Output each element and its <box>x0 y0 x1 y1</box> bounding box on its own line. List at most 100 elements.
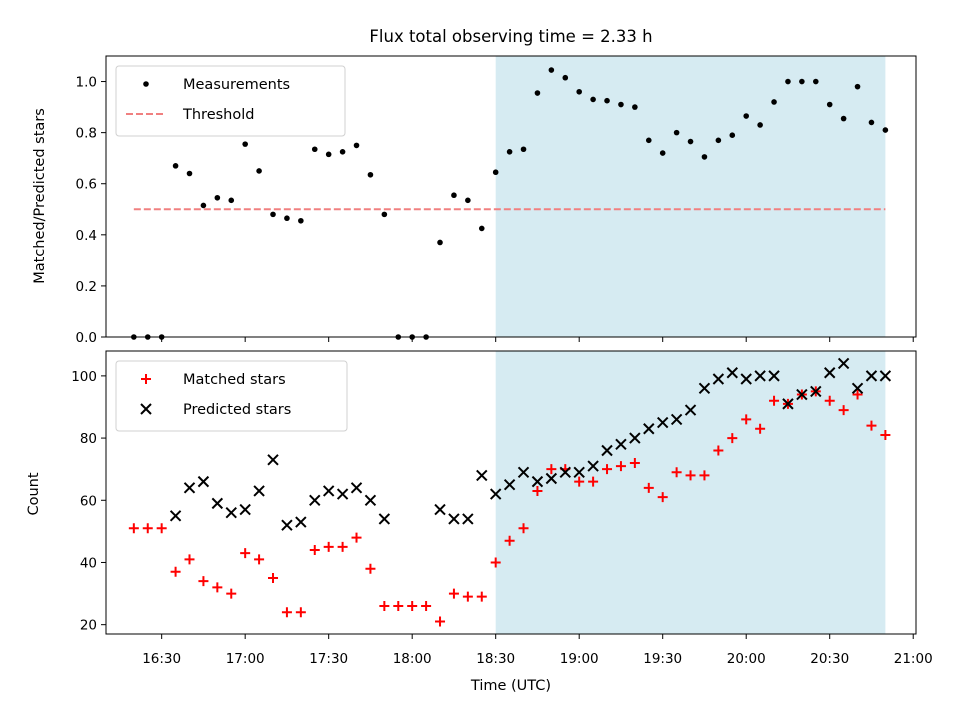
matched-stars-point <box>198 576 209 587</box>
measurement-point <box>186 170 193 177</box>
matched-stars-point <box>671 467 682 478</box>
measurement-point <box>715 137 722 144</box>
predicted-stars-point <box>225 507 237 519</box>
legend: Matched stars Predicted stars <box>115 360 348 432</box>
matched-stars-point <box>281 607 292 618</box>
predicted-stars-point <box>267 454 279 466</box>
predicted-stars-point <box>726 367 738 379</box>
measurement-point <box>743 113 750 119</box>
y-tick-label: 0.2 <box>76 279 97 295</box>
matched-stars-point <box>643 482 654 493</box>
predicted-stars-point <box>684 404 697 416</box>
measurement-point <box>172 163 179 169</box>
measurement-point <box>632 104 638 110</box>
measurement-point <box>437 239 443 246</box>
matched-stars-point <box>142 523 153 534</box>
legend-label: Predicted stars <box>183 402 291 418</box>
measurement-point <box>325 151 332 158</box>
legend-box <box>115 65 346 137</box>
predicted-stars-point <box>476 469 488 482</box>
matched-stars-point <box>769 395 780 406</box>
predicted-stars-point <box>434 503 446 516</box>
bottom-y-axis-label: Count <box>26 472 42 515</box>
measurement-point <box>367 171 374 178</box>
matched-stars-point <box>379 601 390 612</box>
predicted-stars-point <box>768 370 780 382</box>
measurement-point <box>645 137 652 144</box>
matched-stars-point <box>226 588 237 599</box>
measurement-point <box>729 132 736 138</box>
y-tick-label: 0.4 <box>76 228 97 244</box>
matched-stars-point <box>727 433 738 444</box>
y-tick-label: 20 <box>80 618 97 634</box>
y-tick-label: 0.0 <box>76 330 97 346</box>
predicted-stars-point <box>851 382 864 395</box>
observing-span <box>495 56 886 337</box>
matched-stars-point <box>490 557 501 568</box>
legend-dot-marker <box>143 81 149 87</box>
matched-stars-point <box>323 541 334 552</box>
predicted-stars-point <box>197 475 210 488</box>
matched-stars-point <box>699 470 710 481</box>
predicted-stars-point <box>169 510 182 522</box>
matched-stars-point <box>462 591 473 602</box>
legend-label: Matched stars <box>183 372 286 388</box>
matched-stars-point <box>435 616 446 627</box>
measurement-point <box>868 119 875 126</box>
matched-stars-point <box>268 573 279 584</box>
measurement-point <box>771 99 777 105</box>
predicted-stars-point <box>295 516 307 528</box>
x-tick-label: 19:30 <box>643 651 682 667</box>
matched-stars-point <box>295 607 306 618</box>
matched-stars-point <box>156 523 167 534</box>
predicted-stars-point <box>462 513 474 525</box>
measurement-point <box>812 78 819 85</box>
predicted-stars-point <box>879 370 892 382</box>
y-tick-label: 40 <box>80 555 97 571</box>
measurement-point <box>757 122 763 128</box>
predicted-stars-point <box>545 472 558 485</box>
predicted-stars-point <box>364 494 377 506</box>
y-tick-label: 0.8 <box>76 126 97 142</box>
matched-stars-point <box>880 429 891 440</box>
matched-stars-point <box>852 389 863 400</box>
x-tick-label: 17:00 <box>226 651 265 667</box>
predicted-stars-point <box>698 382 711 395</box>
x-tick-label: 18:00 <box>393 651 432 667</box>
predicted-stars-point <box>336 488 349 500</box>
legend-x-marker <box>140 403 152 415</box>
ratio-panel: 0.0 0.2 0.4 0.6 0.8 1.0 Measurements Threshold <box>76 55 917 346</box>
x-tick-label: 19:00 <box>560 651 599 667</box>
matched-stars-point <box>309 545 320 556</box>
x-tick-label: 18:30 <box>476 651 515 667</box>
measurement-point <box>590 96 596 103</box>
series-matched-stars <box>128 386 891 627</box>
measurement-point <box>562 74 569 81</box>
measurement-point <box>548 67 555 73</box>
measurement-point <box>785 78 791 85</box>
predicted-stars-point <box>309 494 321 506</box>
measurement-point <box>840 115 847 122</box>
measurement-point <box>576 88 582 95</box>
matched-stars-point <box>518 523 529 534</box>
matched-stars-point <box>337 541 348 552</box>
matched-stars-point <box>170 566 181 577</box>
matched-stars-point <box>365 563 376 574</box>
plot-frame <box>105 55 917 338</box>
predicted-stars-point <box>670 413 683 426</box>
matched-stars-point <box>629 457 640 468</box>
matched-stars-point <box>615 461 626 472</box>
predicted-stars-point <box>837 357 850 370</box>
measurement-point <box>451 192 457 199</box>
predicted-stars-point <box>629 432 641 444</box>
measurement-point <box>882 127 889 133</box>
top-y-axis-label: Matched/Predicted stars <box>32 108 48 284</box>
predicted-stars-point <box>559 466 571 478</box>
measurement-point <box>520 146 527 153</box>
x-tick-label: 21:00 <box>894 651 933 667</box>
matched-stars-point <box>504 535 515 546</box>
x-tick-label: 20:30 <box>810 651 849 667</box>
measurement-point <box>687 138 694 145</box>
measurement-point <box>506 148 513 155</box>
legend-plus-marker <box>141 374 151 384</box>
